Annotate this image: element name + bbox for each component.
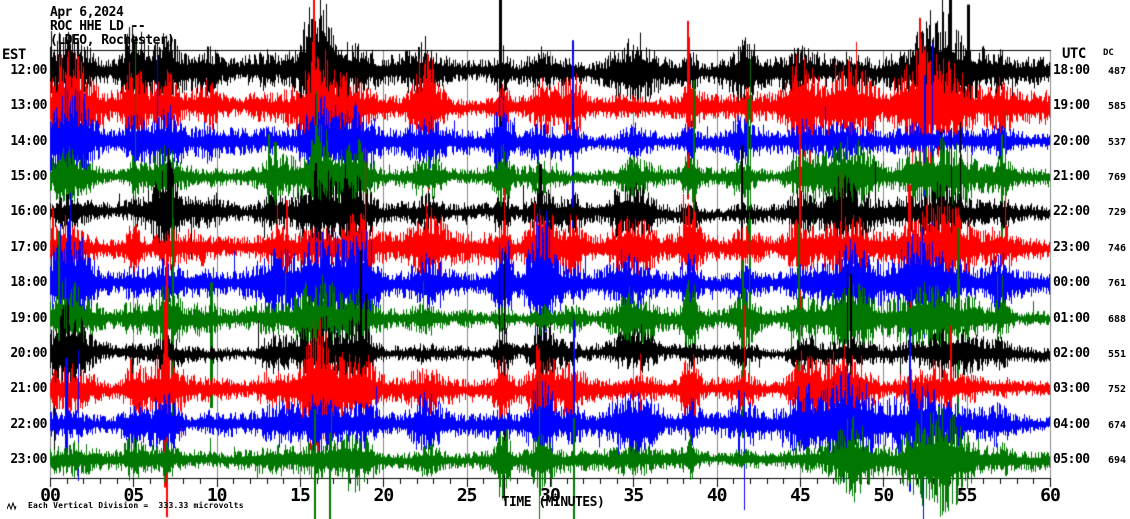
dc-offset-value: 487 bbox=[1107, 66, 1126, 77]
est-time-label: 17:00 bbox=[10, 239, 47, 255]
x-tick-label: 50 bbox=[873, 485, 894, 506]
x-tick-label: 00 bbox=[40, 485, 61, 506]
utc-time-label: 23:00 bbox=[1053, 239, 1090, 255]
x-tick-label: 60 bbox=[1040, 485, 1061, 506]
est-time-label: 22:00 bbox=[10, 416, 47, 432]
dc-column-header: DC bbox=[1103, 48, 1114, 58]
dc-offset-value: 761 bbox=[1107, 278, 1126, 290]
est-time-label: 12:00 bbox=[10, 63, 47, 78]
est-time-label: 23:00 bbox=[10, 451, 47, 467]
dc-offset-value: 769 bbox=[1107, 172, 1126, 184]
utc-time-label: 04:00 bbox=[1053, 416, 1090, 432]
mini-seismogram-icon bbox=[7, 502, 17, 511]
right-timezone-label: UTC bbox=[1062, 46, 1086, 62]
header-network-source: (LDEO, Rochester) bbox=[50, 33, 175, 48]
x-tick-label: 55 bbox=[956, 485, 978, 506]
est-time-label: 19:00 bbox=[10, 310, 47, 326]
scale-note: Each Vertical Division = 333.33 microvol… bbox=[28, 501, 244, 510]
dc-offset-value: 729 bbox=[1107, 207, 1126, 219]
est-time-label: 13:00 bbox=[10, 98, 47, 114]
header-date: Apr 6,2024 bbox=[50, 5, 124, 20]
est-time-label: 18:00 bbox=[10, 275, 47, 291]
x-axis-title: TIME (MINUTES) bbox=[501, 495, 605, 510]
dc-offset-value: 674 bbox=[1107, 419, 1126, 431]
dc-offset-value: 694 bbox=[1107, 454, 1126, 466]
utc-time-label: 22:00 bbox=[1053, 204, 1090, 220]
utc-time-label: 21:00 bbox=[1053, 169, 1090, 185]
est-time-label: 15:00 bbox=[10, 169, 47, 185]
x-tick-label: 15 bbox=[290, 485, 311, 506]
dc-offset-value: 752 bbox=[1107, 384, 1126, 396]
utc-time-label: 00:00 bbox=[1053, 275, 1090, 291]
utc-time-label: 03:00 bbox=[1053, 381, 1090, 397]
x-tick-label: 40 bbox=[706, 485, 728, 506]
est-time-label: 14:00 bbox=[10, 133, 47, 149]
utc-time-label: 19:00 bbox=[1053, 98, 1090, 114]
utc-time-label: 18:00 bbox=[1053, 63, 1090, 78]
left-timezone-label: EST bbox=[2, 47, 26, 63]
x-tick-label: 30 bbox=[540, 485, 561, 506]
x-tick-label: 35 bbox=[623, 485, 644, 506]
header-station-id: ROC HHE LD -- bbox=[50, 19, 146, 34]
dc-offset-value: 746 bbox=[1107, 242, 1126, 254]
x-tick-label: 10 bbox=[206, 485, 228, 506]
est-time-label: 21:00 bbox=[10, 381, 47, 397]
dc-offset-value: 688 bbox=[1107, 313, 1126, 325]
dc-offset-value: 551 bbox=[1107, 348, 1126, 360]
x-tick-label: 20 bbox=[373, 485, 394, 506]
utc-time-label: 05:00 bbox=[1053, 451, 1090, 467]
est-time-label: 16:00 bbox=[10, 204, 47, 220]
x-tick-label: 05 bbox=[123, 485, 144, 506]
utc-time-label: 02:00 bbox=[1053, 345, 1090, 361]
x-tick-label: 25 bbox=[456, 485, 478, 506]
dc-offset-value: 585 bbox=[1107, 101, 1126, 113]
dc-offset-value: 537 bbox=[1107, 136, 1126, 148]
utc-time-label: 01:00 bbox=[1053, 310, 1090, 326]
est-time-label: 20:00 bbox=[10, 345, 47, 361]
utc-time-label: 20:00 bbox=[1053, 133, 1090, 149]
x-tick-label: 45 bbox=[790, 485, 811, 506]
